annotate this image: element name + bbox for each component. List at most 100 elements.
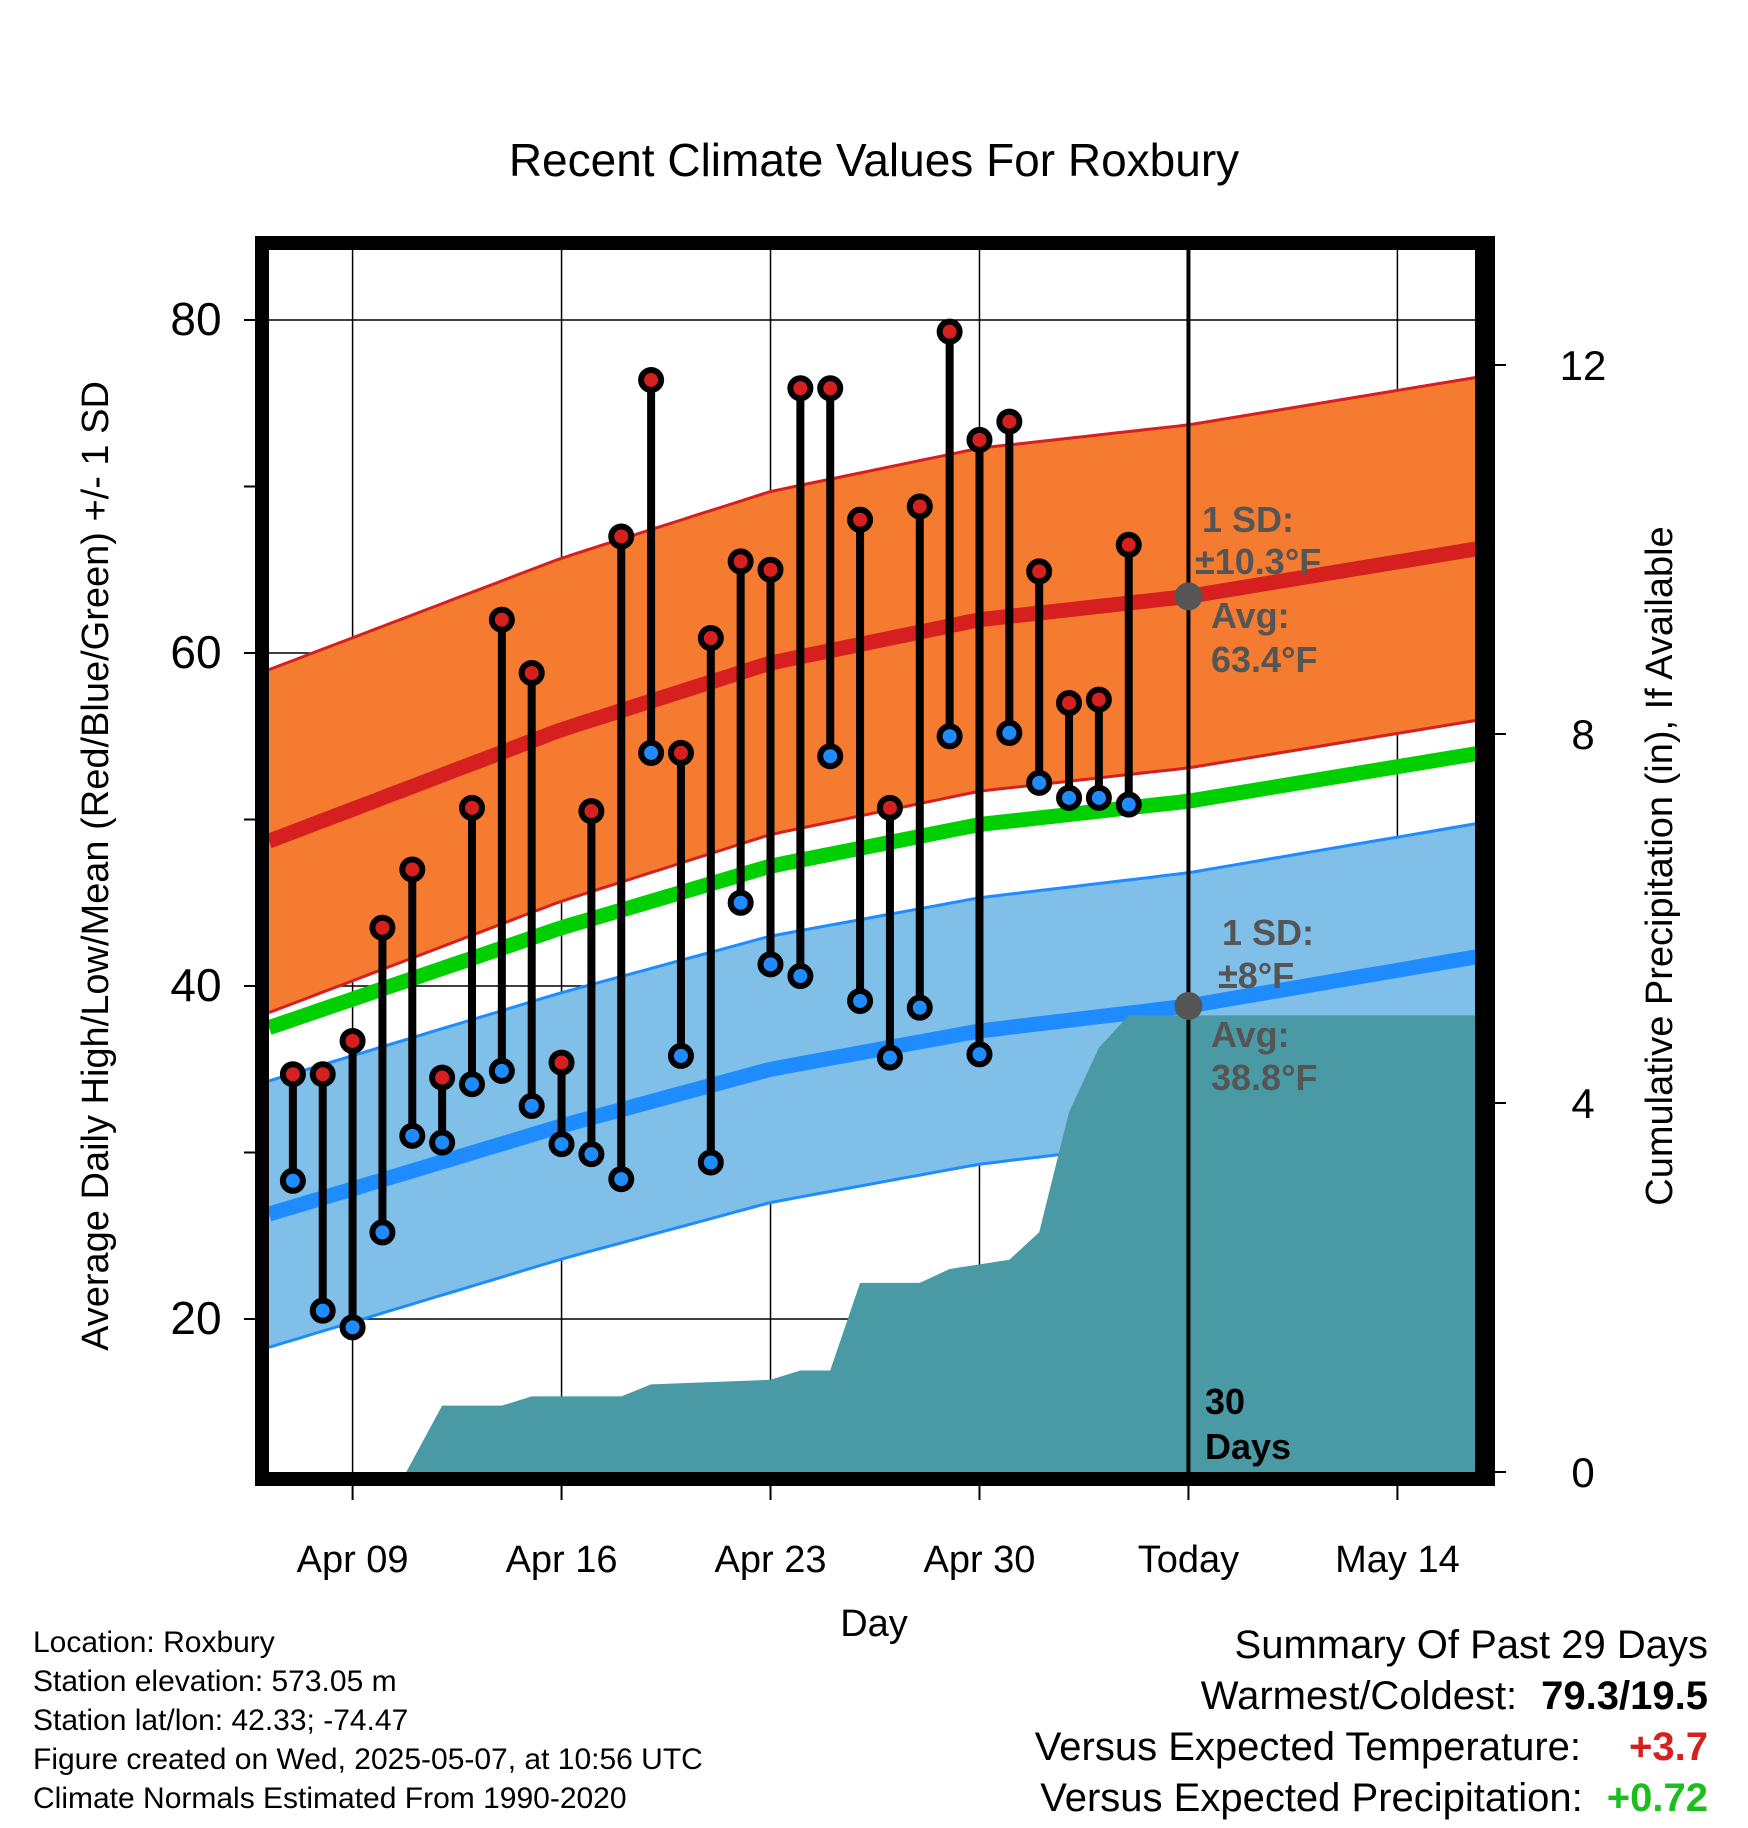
daily-low-point	[578, 1141, 605, 1168]
daily-low-point	[757, 951, 784, 978]
high-sd-label: 1 SD:	[1202, 499, 1294, 540]
today-high-avg-marker	[1174, 582, 1203, 611]
daily-high-point	[488, 606, 515, 633]
created-text: Figure created on Wed, 2025-05-07, at 10…	[33, 1743, 703, 1776]
daily-low-point	[608, 1166, 635, 1193]
normal-high-line	[266, 540, 1483, 849]
daily-high-point	[936, 318, 963, 345]
y-tick-label: 40	[170, 959, 221, 1011]
daily-low-point	[339, 1314, 366, 1341]
latlon-text: Station lat/lon: 42.33; -74.47	[33, 1704, 409, 1737]
daily-high-point	[876, 794, 903, 821]
x-tick-label: Apr 30	[923, 1539, 1035, 1581]
y-tick-label: 20	[170, 1292, 221, 1344]
daily-high-point	[996, 408, 1023, 435]
x-tick-label: May 14	[1335, 1539, 1460, 1581]
y2-tick-label: 0	[1571, 1449, 1594, 1496]
station-info: Location: Roxbury Station elevation: 573…	[33, 1623, 703, 1818]
normals-text: Climate Normals Estimated From 1990-2020	[33, 1782, 627, 1815]
normal-low-line	[266, 948, 1483, 1222]
low-avg-value: 38.8°F	[1211, 1057, 1317, 1098]
daily-low-point	[876, 1044, 903, 1071]
warm-cold-value: 79.3/19.5	[1541, 1674, 1708, 1718]
y-axis-label: Average Daily High/Low/Mean (Red/Blue/Gr…	[75, 381, 117, 1351]
daily-low-point	[1115, 791, 1142, 818]
location-text: Location: Roxbury	[33, 1626, 275, 1659]
y2-tick-label: 8	[1571, 711, 1594, 758]
daily-high-point	[458, 794, 485, 821]
summary-precip: Versus Expected Precipitation: +0.72	[1035, 1773, 1708, 1824]
daily-low-point	[906, 994, 933, 1021]
low-sd-label: 1 SD:	[1222, 912, 1314, 953]
daily-high-point	[518, 659, 545, 686]
y-tick-label: 60	[170, 626, 221, 678]
daily-low-point	[817, 743, 844, 770]
daily-high-point	[787, 375, 814, 402]
precip-value: +0.72	[1606, 1776, 1708, 1820]
low-sd-value: ±8°F	[1218, 955, 1294, 996]
daily-high-point	[847, 506, 874, 533]
x-tick-label: Today	[1138, 1539, 1239, 1581]
daily-low-point	[697, 1149, 724, 1176]
daily-high-point	[817, 375, 844, 402]
daily-high-point	[757, 556, 784, 583]
daily-high-point	[1056, 689, 1083, 716]
elevation-text: Station elevation: 573.05 m	[33, 1665, 397, 1698]
daily-low-point	[458, 1071, 485, 1098]
chart-title: Recent Climate Values For Roxbury	[509, 134, 1239, 186]
days-count: 30	[1205, 1381, 1245, 1422]
daily-high-point	[727, 548, 754, 575]
daily-high-point	[1085, 686, 1112, 713]
high-avg-value: 63.4°F	[1211, 639, 1317, 680]
warm-cold-label: Warmest/Coldest:	[1200, 1674, 1518, 1718]
daily-low-point	[518, 1092, 545, 1119]
high-sd-band	[269, 376, 1481, 1013]
daily-low-point	[936, 723, 963, 750]
x-tick-label: Apr 09	[297, 1539, 409, 1581]
y2-tick-label: 12	[1560, 342, 1607, 389]
daily-high-point	[608, 523, 635, 550]
high-sd-value: ±10.3°F	[1195, 541, 1321, 582]
daily-high-point	[309, 1061, 336, 1088]
daily-low-point	[667, 1042, 694, 1069]
daily-high-point	[399, 856, 426, 883]
daily-high-point	[638, 366, 665, 393]
x-tick-label: Apr 23	[715, 1539, 827, 1581]
daily-low-point	[727, 889, 754, 916]
summary-title: Summary Of Past 29 Days	[1234, 1623, 1708, 1667]
precipitation-area	[269, 1015, 1481, 1472]
y2-tick-label: 4	[1571, 1080, 1594, 1127]
low-avg-label: Avg:	[1211, 1014, 1290, 1055]
daily-low-point	[309, 1297, 336, 1324]
daily-low-point	[966, 1041, 993, 1068]
daily-high-point	[369, 914, 396, 941]
daily-low-point	[1085, 784, 1112, 811]
daily-high-point	[667, 739, 694, 766]
daily-high-point	[548, 1049, 575, 1076]
daily-low-point	[847, 987, 874, 1014]
daily-low-point	[1026, 769, 1053, 796]
days-label: Days	[1205, 1426, 1291, 1467]
summary-warm-cold: Warmest/Coldest: 79.3/19.5	[1035, 1671, 1708, 1722]
precip-label: Versus Expected Precipitation:	[1040, 1776, 1583, 1820]
daily-high-point	[906, 493, 933, 520]
daily-low-point	[429, 1129, 456, 1156]
daily-low-point	[369, 1219, 396, 1246]
temp-label: Versus Expected Temperature:	[1034, 1725, 1582, 1769]
high-sd-upper-edge	[268, 375, 1482, 672]
summary-temp: Versus Expected Temperature: +3.7	[1035, 1722, 1708, 1773]
daily-low-point	[399, 1122, 426, 1149]
daily-high-point	[339, 1027, 366, 1054]
x-axis-label: Day	[840, 1603, 908, 1645]
temp-value: +3.7	[1629, 1725, 1708, 1769]
y2-axis-label: Cumulative Precipitation (in), If Availa…	[1639, 526, 1681, 1205]
daily-high-point	[578, 798, 605, 825]
daily-high-point	[697, 625, 724, 652]
daily-low-point	[996, 719, 1023, 746]
daily-high-point	[1026, 558, 1053, 585]
daily-low-point	[1056, 784, 1083, 811]
daily-low-point	[548, 1131, 575, 1158]
daily-low-point	[279, 1167, 306, 1194]
